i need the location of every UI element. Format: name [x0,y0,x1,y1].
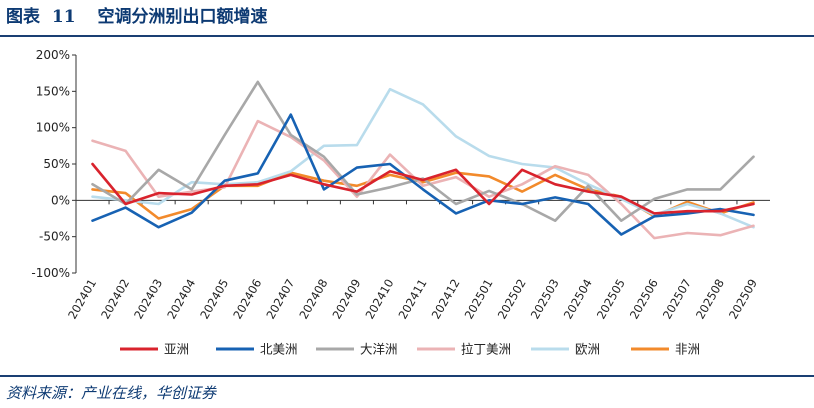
y-tick-label: -100% [31,266,70,280]
figure-title-text: 空调分洲别出口额增速 [97,7,268,27]
x-tick-label: 202506 [627,277,661,322]
x-tick-label: 202503 [528,277,562,322]
y-tick-label: 50% [43,157,70,171]
legend-label: 拉丁美洲 [461,342,511,357]
x-tick-label: 202505 [594,277,628,322]
x-tick-label: 202408 [296,277,330,322]
series-line-4 [91,119,755,240]
x-tick-label: 202501 [462,276,496,321]
x-tick-label: 202401 [65,277,99,322]
x-tick-label: 202502 [495,277,529,322]
title-rule [0,35,814,37]
x-tick-label: 202407 [263,277,297,322]
legend-label: 欧洲 [575,342,600,357]
x-tick-label: 202507 [660,277,694,322]
legend-label: 北美洲 [260,342,298,357]
x-tick-label: 202411 [396,277,430,322]
line-chart: -100%-50%0%50%100%150%200%20240120240220… [31,48,770,357]
x-tick-label: 202406 [230,277,264,322]
x-tick-label: 202405 [197,277,231,322]
chart-legend: 亚洲 北美洲 大洋洲 拉丁美洲 欧洲 非洲 [120,342,700,357]
y-tick-label: 0% [51,193,70,207]
y-tick-label: -50% [39,230,70,244]
x-tick-label: 202509 [726,277,760,322]
y-tick-label: 100% [36,121,70,135]
figure-label: 图表 [6,7,40,27]
x-tick-label: 202504 [561,277,595,322]
chart-series [91,80,755,240]
source-rule [0,375,814,377]
source-note: 资料来源：产业在线，华创证券 [6,384,217,402]
legend-label: 大洋洲 [360,342,398,357]
legend-label: 非洲 [675,342,700,357]
y-tick-label: 200% [36,48,70,62]
x-tick-label: 202409 [329,277,363,322]
legend-label: 亚洲 [164,342,189,357]
y-tick-label: 150% [36,84,70,98]
x-tick-label: 202412 [429,277,463,322]
figure-title: 图表 11 空调分洲别出口额增速 [6,2,268,32]
series-line-2 [91,113,755,236]
figure-number: 11 [51,7,76,27]
x-tick-label: 202508 [693,277,727,322]
x-tick-label: 202404 [164,277,198,322]
x-tick-label: 202410 [362,277,396,322]
x-tick-label: 202402 [98,277,132,322]
series-line-5 [91,87,755,229]
series-line-1 [91,162,755,215]
series-line-3 [91,80,755,222]
x-tick-label: 202403 [131,277,165,322]
